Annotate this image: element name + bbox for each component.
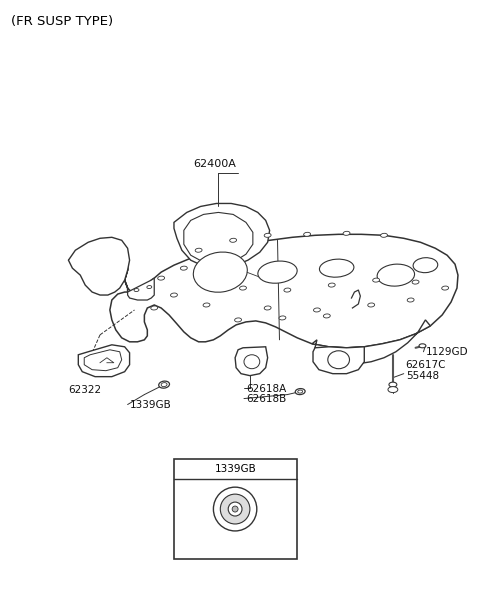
Ellipse shape <box>284 288 291 292</box>
Text: 62618B: 62618B <box>246 394 286 404</box>
Polygon shape <box>313 347 364 374</box>
Ellipse shape <box>193 252 247 292</box>
Polygon shape <box>174 203 270 268</box>
Ellipse shape <box>134 289 139 292</box>
Text: 62617C: 62617C <box>406 360 446 370</box>
Ellipse shape <box>419 344 426 348</box>
Ellipse shape <box>147 286 152 289</box>
Ellipse shape <box>324 314 330 318</box>
Ellipse shape <box>240 286 246 290</box>
Ellipse shape <box>279 316 286 320</box>
Ellipse shape <box>389 382 397 387</box>
Ellipse shape <box>264 306 271 310</box>
Text: (FR SUSP TYPE): (FR SUSP TYPE) <box>11 15 113 28</box>
Polygon shape <box>312 320 431 364</box>
Ellipse shape <box>161 382 167 387</box>
Ellipse shape <box>220 494 250 524</box>
Ellipse shape <box>372 278 380 282</box>
Ellipse shape <box>203 303 210 307</box>
Ellipse shape <box>413 258 438 273</box>
Ellipse shape <box>328 351 349 368</box>
Ellipse shape <box>298 390 303 393</box>
Ellipse shape <box>158 276 165 280</box>
Ellipse shape <box>159 381 169 388</box>
Ellipse shape <box>295 388 305 394</box>
Ellipse shape <box>442 286 449 290</box>
Ellipse shape <box>258 261 297 283</box>
Text: 1339GB: 1339GB <box>215 464 256 474</box>
Ellipse shape <box>235 318 241 322</box>
Ellipse shape <box>407 298 414 302</box>
Ellipse shape <box>232 506 238 512</box>
Ellipse shape <box>244 355 260 368</box>
Ellipse shape <box>304 232 311 237</box>
Ellipse shape <box>228 502 242 516</box>
Ellipse shape <box>151 306 158 310</box>
Text: 55448: 55448 <box>406 371 439 381</box>
Ellipse shape <box>381 234 387 237</box>
Polygon shape <box>78 345 130 377</box>
Text: 62322: 62322 <box>69 385 102 394</box>
Ellipse shape <box>412 280 419 284</box>
Text: 1339GB: 1339GB <box>130 399 171 410</box>
Ellipse shape <box>313 308 320 312</box>
Ellipse shape <box>388 387 398 393</box>
Polygon shape <box>184 212 253 265</box>
Bar <box>174 459 297 559</box>
Polygon shape <box>69 234 458 348</box>
Ellipse shape <box>214 487 257 531</box>
Ellipse shape <box>343 231 350 235</box>
Ellipse shape <box>368 303 374 307</box>
Ellipse shape <box>377 264 415 286</box>
Ellipse shape <box>170 293 178 297</box>
Ellipse shape <box>195 248 202 252</box>
Ellipse shape <box>320 259 354 277</box>
Text: 62618A: 62618A <box>246 384 286 394</box>
Polygon shape <box>128 278 154 300</box>
Text: 1129GD: 1129GD <box>425 347 468 357</box>
Polygon shape <box>69 237 130 295</box>
Ellipse shape <box>180 266 187 270</box>
Ellipse shape <box>264 234 271 237</box>
Text: 62400A: 62400A <box>194 159 237 169</box>
Ellipse shape <box>328 283 335 287</box>
Polygon shape <box>235 347 268 376</box>
Polygon shape <box>84 350 122 371</box>
Ellipse shape <box>230 238 237 242</box>
